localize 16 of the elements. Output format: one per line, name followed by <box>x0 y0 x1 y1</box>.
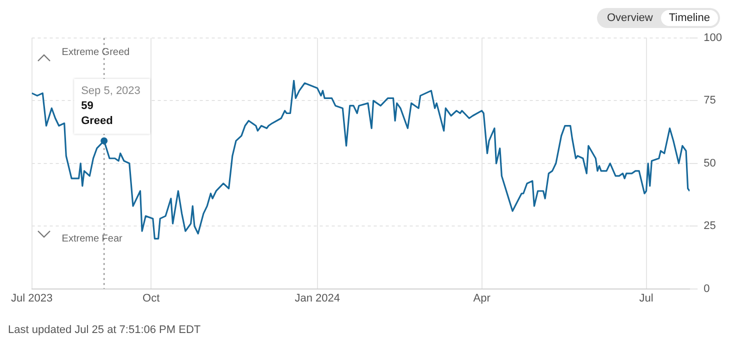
annotation: Extreme Fear <box>62 233 124 244</box>
annotation: Extreme Greed <box>62 46 130 58</box>
y-tick-label: 75 <box>704 94 716 107</box>
x-tick-label: Apr <box>473 292 491 304</box>
y-tick-label: 100 <box>704 32 722 44</box>
text: Last updated Jul 25 at 7:51:06 PM EDT <box>8 324 202 336</box>
x-tick-label: Jan 2024 <box>294 292 340 304</box>
y-tick-label: 50 <box>704 157 716 170</box>
x-tick-label: Jul <box>639 292 654 304</box>
text: Overview <box>606 11 654 26</box>
y-tick-label: 25 <box>704 220 716 232</box>
annotation: Sep 5, 2023 59 Greed <box>81 84 140 127</box>
x-tick-label: Jul 2023 <box>10 292 53 304</box>
text: Timeline <box>660 10 718 26</box>
x-tick-label: Oct <box>142 292 160 304</box>
y-tick-label: 0 <box>704 282 710 295</box>
